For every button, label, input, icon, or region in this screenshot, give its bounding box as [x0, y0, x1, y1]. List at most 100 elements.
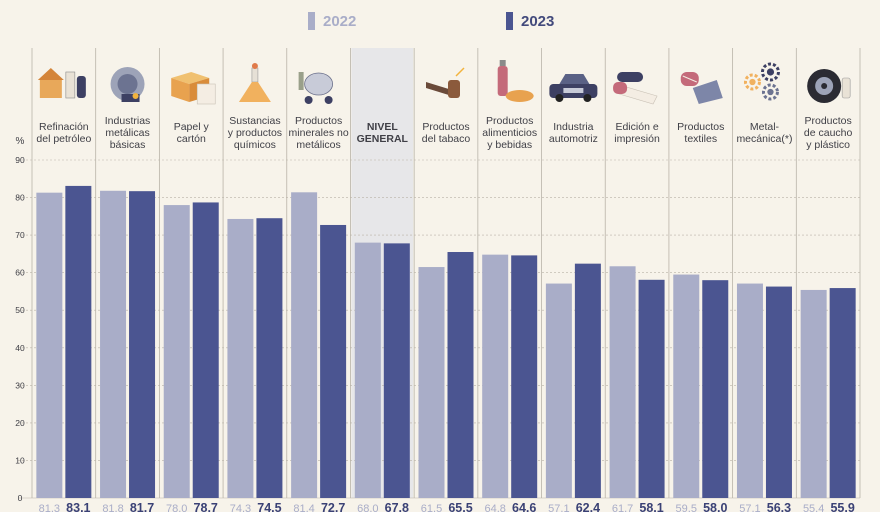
y-tick-label: 20 [15, 418, 25, 428]
data-label-2023: 65,5 [448, 501, 472, 512]
bar-2022 [800, 289, 827, 498]
y-tick-label: 90 [15, 155, 25, 165]
category-label: impresión [614, 133, 660, 145]
bar-2023 [447, 252, 474, 498]
category-label: Industria [553, 121, 593, 133]
data-label-2023: 67,8 [385, 501, 409, 512]
data-label-2022: 78,0 [166, 503, 187, 512]
category-label: Industrias [105, 115, 151, 127]
bar-2022 [545, 283, 572, 498]
bar-2023 [129, 191, 156, 498]
category-label: Metal- [750, 121, 780, 133]
bar-2023 [320, 224, 347, 498]
category-label: GENERAL [357, 133, 409, 145]
category-label: de caucho [804, 127, 853, 139]
steel-industry-icon [110, 67, 145, 102]
data-label-2023: 81,7 [130, 501, 154, 512]
category-label: Sustancias [229, 115, 280, 127]
bar-2023 [65, 185, 92, 498]
bar-2022 [163, 205, 190, 499]
category-label: metálicos [296, 139, 340, 151]
category-label: automotriz [549, 133, 598, 145]
data-label-2022: 61,5 [421, 503, 442, 512]
data-label-2022: 57,1 [739, 503, 760, 512]
bar-2023 [192, 202, 219, 498]
category-label: NIVEL [367, 121, 399, 133]
data-label-2023: 64,6 [512, 501, 536, 512]
category-label: cartón [177, 133, 206, 145]
data-label-2022: 55,4 [803, 503, 824, 512]
data-label-2022: 81,8 [102, 503, 123, 512]
bar-2022 [736, 283, 763, 498]
category-label: y plástico [806, 139, 850, 151]
cement-mixer-icon [298, 72, 334, 104]
category-label: Productos [677, 121, 724, 133]
category-label: Refinación [39, 121, 89, 133]
data-label-2023: 56,3 [767, 501, 791, 512]
textile-icon [680, 72, 723, 104]
legend-item-2023: 2023 [506, 12, 554, 30]
bar-2022 [100, 190, 127, 498]
data-label-2023: 74,5 [257, 501, 281, 512]
paper-box-icon [171, 72, 216, 105]
bar-2022 [673, 274, 700, 498]
tire-icon [807, 69, 851, 103]
data-label-2022: 59,5 [676, 503, 697, 512]
category-label: mecánica(*) [736, 133, 792, 145]
category-label: Edición e [615, 121, 658, 133]
category-label: metálicas [105, 127, 149, 139]
data-label-2023: 78,7 [194, 501, 218, 512]
bar-2023 [383, 243, 410, 498]
data-label-2023: 72,7 [321, 501, 345, 512]
y-tick-label: 10 [15, 455, 25, 465]
legend-swatch-2022 [308, 12, 315, 30]
legend-label-2023: 2023 [521, 12, 555, 30]
data-label-2022: 81,4 [293, 503, 314, 512]
bar-2022 [482, 254, 509, 498]
bar-2022 [36, 192, 63, 498]
y-tick-label: 30 [15, 380, 25, 390]
data-label-2022: 64,8 [484, 503, 505, 512]
oil-refinery-icon [37, 68, 86, 99]
category-label: Productos [422, 121, 469, 133]
data-label-2023: 58,0 [703, 501, 727, 512]
category-label: del tabaco [422, 133, 471, 145]
category-label: y bebidas [487, 139, 532, 151]
category-label: Productos [805, 115, 852, 127]
category-label: Productos [486, 115, 533, 127]
data-label-2022: 74,3 [230, 503, 251, 512]
data-label-2022: 81,3 [39, 503, 60, 512]
data-label-2022: 68,0 [357, 503, 378, 512]
category-label: básicas [110, 139, 146, 151]
y-tick-label: 70 [15, 230, 25, 240]
bar-2023 [765, 286, 792, 498]
gears-icon [743, 62, 780, 101]
legend-swatch-2023 [506, 12, 513, 30]
category-label: textiles [684, 133, 717, 145]
bar-2022 [227, 218, 254, 498]
category-label: Productos [295, 115, 342, 127]
bar-2023 [829, 288, 856, 498]
category-label: del petróleo [36, 133, 91, 145]
bar-2023 [511, 255, 538, 498]
data-label-2023: 55,9 [830, 501, 854, 512]
bar-2022 [354, 242, 381, 498]
bar-2023 [256, 218, 283, 498]
car-icon [549, 74, 598, 102]
legend-label-2022: 2022 [323, 12, 357, 30]
y-tick-label: 60 [15, 268, 25, 278]
y-tick-label: 0 [18, 493, 23, 503]
bar-2022 [609, 266, 636, 498]
y-tick-label: 40 [15, 343, 25, 353]
pipe-icon [426, 67, 465, 98]
y-axis-unit: % [16, 136, 25, 147]
data-label-2023: 58,1 [639, 501, 663, 512]
category-label: químicos [234, 139, 276, 151]
bar-2022 [291, 192, 318, 498]
data-label-2022: 57,1 [548, 503, 569, 512]
y-tick-label: 80 [15, 193, 25, 203]
category-label: y productos [228, 127, 282, 139]
data-label-2022: 61,7 [612, 503, 633, 512]
category-label: Papel y [174, 121, 210, 133]
